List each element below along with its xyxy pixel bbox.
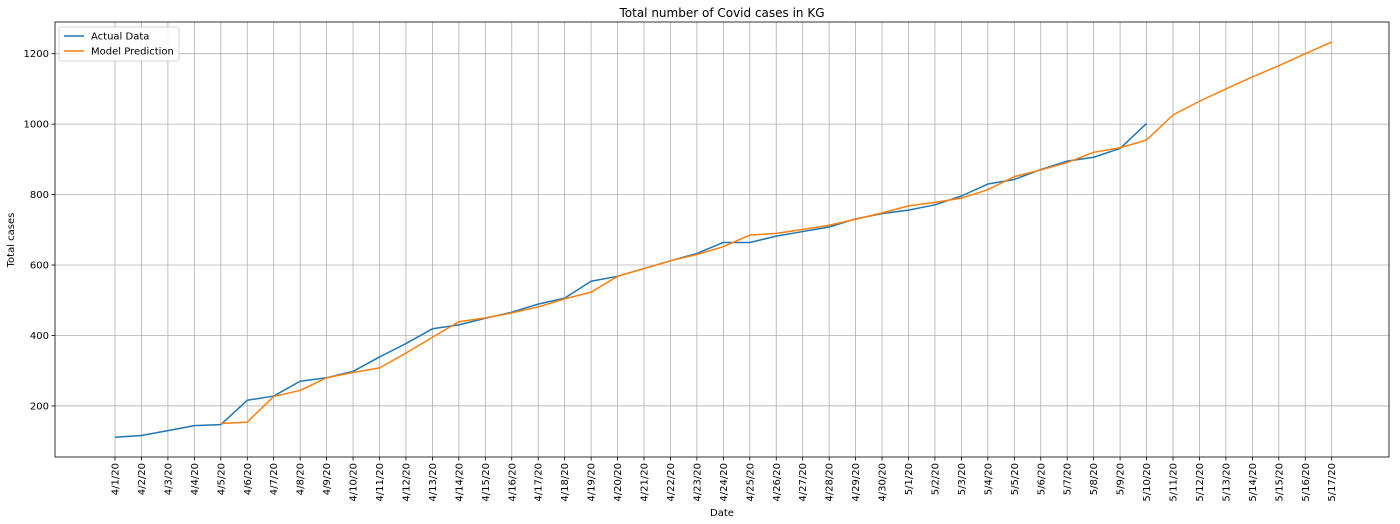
x-tick-label: 4/23/20 bbox=[692, 463, 703, 502]
x-tick-label: 4/27/20 bbox=[798, 463, 809, 502]
x-tick-label: 4/1/20 bbox=[111, 463, 122, 495]
series-layer bbox=[114, 41, 1333, 439]
chart-title: Total number of Covid cases in KG bbox=[618, 6, 824, 20]
x-tick-label: 5/2/20 bbox=[930, 463, 941, 495]
legend-box bbox=[58, 26, 180, 62]
x-tick-label: 4/16/20 bbox=[507, 463, 518, 502]
x-tick-label: 5/11/20 bbox=[1169, 463, 1180, 502]
series-line-actual-data bbox=[114, 122, 1148, 439]
x-tick-label: 5/8/20 bbox=[1089, 463, 1100, 495]
x-tick-label: 4/3/20 bbox=[163, 463, 174, 495]
legend-label-prediction: Model Prediction bbox=[91, 47, 174, 58]
y-tick-label: 1000 bbox=[24, 120, 49, 131]
y-tick-label: 200 bbox=[30, 401, 49, 412]
x-tick-label: 5/17/20 bbox=[1327, 463, 1338, 502]
grid-lines bbox=[55, 22, 1389, 457]
x-tick-label: 5/16/20 bbox=[1301, 463, 1312, 502]
x-tick-label: 4/2/20 bbox=[137, 463, 148, 495]
x-tick-label: 4/21/20 bbox=[640, 463, 651, 502]
x-tick-label: 4/18/20 bbox=[560, 463, 571, 502]
x-tick-label: 4/5/20 bbox=[216, 463, 227, 495]
x-tick-label: 4/7/20 bbox=[269, 463, 280, 495]
x-tick-label: 5/9/20 bbox=[1116, 463, 1127, 495]
x-tick-label: 4/13/20 bbox=[428, 463, 439, 502]
x-axis-label: Date bbox=[710, 508, 734, 519]
x-tick-label: 4/11/20 bbox=[375, 463, 386, 502]
x-tick-label: 4/29/20 bbox=[851, 463, 862, 502]
x-tick-label: 4/26/20 bbox=[772, 463, 783, 502]
x-tick-label: 5/6/20 bbox=[1036, 463, 1047, 495]
x-tick-label: 4/20/20 bbox=[613, 463, 624, 502]
x-tick-label: 4/10/20 bbox=[349, 463, 360, 502]
x-tick-label: 5/5/20 bbox=[1010, 463, 1021, 495]
legend: Actual Data Model Prediction bbox=[58, 26, 180, 62]
x-tick-label: 5/12/20 bbox=[1195, 463, 1206, 502]
x-tick-label: 4/6/20 bbox=[243, 463, 254, 495]
x-tick-label: 4/22/20 bbox=[666, 463, 677, 502]
x-tick-label: 4/19/20 bbox=[587, 463, 598, 502]
x-tick-label: 5/1/20 bbox=[904, 463, 915, 495]
x-tick-label: 4/30/20 bbox=[878, 463, 889, 502]
x-tick-label: 5/14/20 bbox=[1248, 463, 1259, 502]
x-tick-label: 4/12/20 bbox=[401, 463, 412, 502]
y-tick-label: 1200 bbox=[24, 49, 49, 60]
y-tick-label: 800 bbox=[30, 190, 49, 201]
x-tick-label: 4/14/20 bbox=[454, 463, 465, 502]
x-tick-label: 4/8/20 bbox=[296, 463, 307, 495]
x-tick-label: 5/10/20 bbox=[1142, 463, 1153, 502]
x-tick-label: 4/4/20 bbox=[190, 463, 201, 495]
series-line-model-prediction bbox=[220, 41, 1333, 425]
x-tick-label: 5/13/20 bbox=[1221, 463, 1232, 502]
y-axis-label: Total cases bbox=[6, 213, 17, 269]
x-tick-label: 5/4/20 bbox=[983, 463, 994, 495]
x-tick-label: 5/7/20 bbox=[1063, 463, 1074, 495]
legend-label-actual: Actual Data bbox=[91, 32, 149, 43]
x-tick-label: 4/15/20 bbox=[481, 463, 492, 502]
x-tick-label: 4/17/20 bbox=[534, 463, 545, 502]
y-tick-label: 600 bbox=[30, 261, 49, 272]
x-tick-label: 4/24/20 bbox=[719, 463, 730, 502]
y-axis-ticks: 200 400 600 800 1000 1200 bbox=[24, 49, 55, 412]
x-axis-ticks: 4/1/20 4/2/20 4/3/20 4/4/20 4/5/20 4/6/20 4/7/… bbox=[111, 457, 1338, 502]
x-tick-label: 4/9/20 bbox=[322, 463, 333, 495]
x-tick-label: 4/28/20 bbox=[825, 463, 836, 502]
x-tick-label: 5/3/20 bbox=[957, 463, 968, 495]
x-tick-label: 5/15/20 bbox=[1274, 463, 1285, 502]
y-tick-label: 400 bbox=[30, 331, 49, 342]
x-tick-label: 4/25/20 bbox=[745, 463, 756, 502]
plot-frame bbox=[54, 21, 1390, 458]
